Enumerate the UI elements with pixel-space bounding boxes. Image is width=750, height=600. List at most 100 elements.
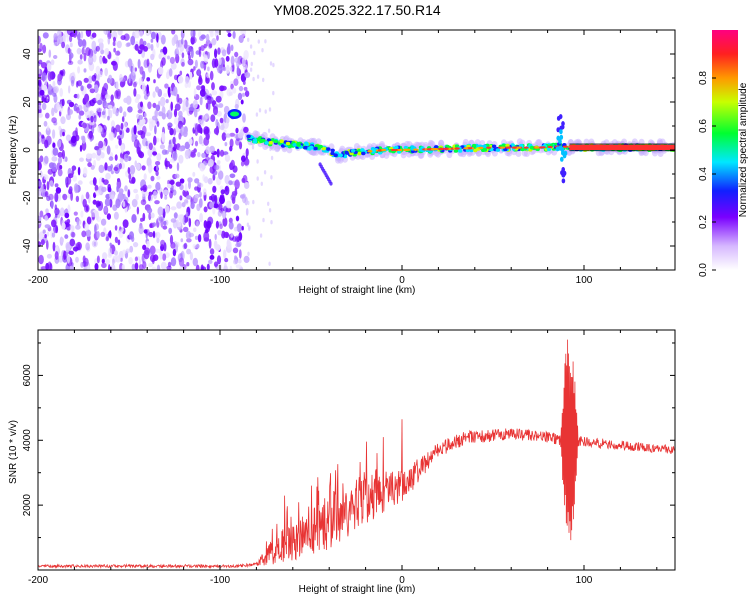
noise-cell [247,200,250,206]
noise-cell [160,239,166,247]
noise-cell [214,48,218,59]
noise-cell [179,195,183,201]
noise-cell [55,187,62,194]
snr-x-tick-label: 0 [399,575,405,586]
noise-cell [83,257,89,267]
noise-cell [243,255,250,263]
noise-cell [209,248,215,255]
noise-cell [209,70,214,81]
noise-cell [85,191,90,200]
noise-cell [102,98,107,107]
noise-cell [39,89,45,96]
blob-inner [230,111,240,117]
spectrogram-y-tick-label: 40 [22,48,33,60]
trace-core-cell [360,148,365,152]
noise-cell [227,32,232,38]
noise-cell [192,243,197,249]
noise-cell [210,114,216,122]
noise-cell [69,42,73,48]
noise-cell [197,68,201,77]
noise-cell [155,170,159,177]
trace-core-cell [520,147,525,152]
noise-cell [38,35,41,45]
noise-cell [251,145,255,150]
noise-cell [189,252,193,261]
noise-cell [198,135,203,145]
noise-cell [261,48,264,53]
noise-cell [228,221,234,230]
noise-cell [184,183,188,192]
noise-cell [234,103,239,110]
noise-cell [81,47,85,55]
noise-cell [44,215,48,222]
noise-cell [155,104,161,112]
noise-cell [108,131,115,141]
noise-cell [140,199,147,206]
noise-cell [57,151,63,158]
noise-cell [85,242,90,251]
noise-cell [195,264,200,270]
noise-cell [224,185,230,196]
noise-cell [101,111,106,116]
noise-cell [111,60,117,66]
noise-cell [218,170,224,180]
noise-cell [63,250,67,260]
snr-x-tick-label: 100 [576,575,593,586]
noise-cell [114,90,119,99]
trace-core-cell [418,148,424,152]
noise-cell [255,112,259,117]
trace-core-cell [503,147,508,152]
noise-cell [207,66,210,72]
noise-cell [188,138,193,145]
noise-cell [68,173,74,179]
noise-cell [87,265,91,270]
noise-cell [47,261,52,270]
noise-cell [124,185,128,192]
noise-cell [104,67,108,77]
noise-cell [80,85,84,92]
noise-cell [201,152,206,159]
noise-cell [44,224,51,229]
noise-cell [226,200,232,209]
noise-cell [83,77,89,83]
noise-cell [56,37,60,46]
noise-cell [234,133,239,139]
noise-cell [180,238,184,243]
noise-cell [98,140,104,149]
noise-cell [139,66,144,75]
noise-cell [125,42,130,48]
snr-x-tick-label: -100 [210,575,230,586]
noise-cell [256,74,260,79]
noise-cell [272,90,275,96]
noise-cell [54,251,59,260]
noise-cell [51,156,58,162]
spike-cell [562,171,566,176]
noise-cell [264,109,267,114]
noise-cell [57,168,63,177]
noise-cell [218,57,222,65]
noise-cell [83,52,87,62]
noise-cell [131,198,138,208]
noise-cell [52,147,59,156]
noise-cell [232,247,239,254]
noise-cell [169,127,174,136]
colorbar-tick-label: 0.0 [698,263,709,277]
noise-cell [200,45,205,52]
noise-cell [230,44,234,52]
noise-cell [150,212,155,219]
noise-cell [195,123,198,130]
spectrogram-carrier-trace [227,109,675,186]
noise-cell [71,231,76,238]
trace-core-cell [252,140,258,144]
noise-cell [42,44,47,54]
noise-cell [249,44,253,49]
noise-cell [156,153,162,162]
noise-cell [96,202,102,207]
noise-cell [42,32,49,39]
trace-hot-cell [381,148,387,152]
noise-cell [62,193,68,201]
noise-cell [170,218,177,223]
noise-cell [152,190,158,200]
noise-cell [96,148,102,156]
noise-cell [40,239,45,246]
